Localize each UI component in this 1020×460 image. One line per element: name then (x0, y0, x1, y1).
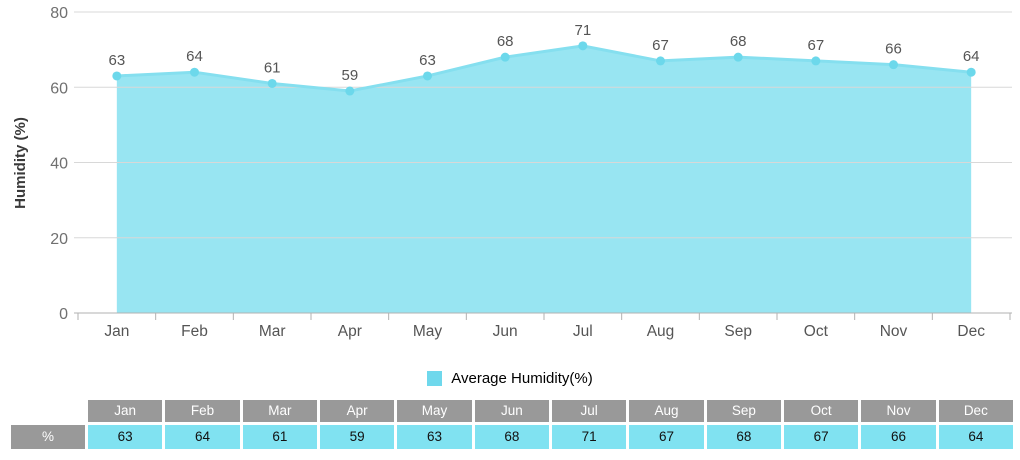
chart-point (578, 41, 588, 51)
y-axis-tick-label: 40 (50, 156, 68, 173)
table-value-cell: 67 (784, 425, 859, 449)
chart-point-label: 67 (807, 37, 824, 54)
table-header-cell: May (397, 400, 472, 422)
x-axis-label: Sep (724, 323, 752, 340)
y-axis-title: Humidity (%) (12, 117, 29, 209)
table-header-cell: Nov (861, 400, 936, 422)
x-axis-label: Jun (493, 323, 518, 340)
chart-point (656, 56, 665, 66)
table-value-cell: 71 (552, 425, 627, 449)
x-axis-label: Nov (880, 323, 908, 340)
chart-legend: Average Humidity(%) (0, 370, 1020, 387)
x-axis-label: Feb (181, 323, 208, 340)
chart-point-label: 63 (419, 52, 436, 69)
x-axis-label: Dec (957, 323, 985, 340)
chart-point (112, 71, 122, 81)
x-axis-label: Jul (573, 323, 593, 340)
chart-point-label: 67 (652, 37, 669, 54)
humidity-data-table: Jan Feb Mar Apr May Jun Jul Aug Sep Oct Nov Dec% 63 6… (11, 400, 1013, 449)
table-value-cell: 64 (938, 425, 1013, 449)
table-value-cell: 59 (320, 425, 395, 449)
chart-point-label: 68 (730, 33, 747, 50)
chart-point (500, 52, 510, 62)
x-axis-label: Apr (338, 323, 362, 340)
x-axis-label: Jan (104, 323, 129, 340)
chart-point (966, 67, 976, 77)
table-row-header-cell: % (11, 425, 85, 449)
table-value-cell: 63 (397, 425, 472, 449)
x-axis-label: Oct (804, 323, 829, 340)
table-corner-cell (11, 400, 85, 422)
chart-point-label: 59 (341, 67, 358, 84)
x-axis-label: Mar (259, 323, 286, 340)
table-header-cell: Dec (938, 400, 1013, 422)
legend-label: Average Humidity(%) (451, 370, 593, 387)
chart-point (190, 67, 199, 77)
chart-point (345, 86, 355, 96)
table-header-cell: Mar (242, 400, 317, 422)
table-value-cell: 68 (474, 425, 549, 449)
table-header-cell: Apr (320, 400, 395, 422)
table-header-cell: Jan (88, 400, 163, 422)
humidity-area-chart: 0 20 40 60 80 63 64 61 59 63 68 71 67 68 67 66 64 Jan Feb M… (12, 5, 1012, 340)
table-header-cell: Feb (165, 400, 240, 422)
chart-point (889, 60, 898, 70)
chart-point-label: 64 (186, 48, 203, 65)
table-value-cell: 67 (629, 425, 704, 449)
chart-point-label: 61 (264, 59, 281, 76)
x-axis-label: May (413, 323, 443, 340)
table-value-cell: 68 (706, 425, 781, 449)
chart-point (423, 71, 432, 81)
chart-point (267, 78, 277, 88)
chart-point-label: 68 (497, 33, 514, 50)
table-header-cell: Aug (629, 400, 704, 422)
table-header-cell: Sep (706, 400, 781, 422)
chart-point (811, 56, 821, 66)
y-axis-tick-label: 80 (50, 5, 68, 22)
legend-swatch-icon (427, 371, 443, 386)
chart-point-label: 63 (108, 52, 125, 69)
y-axis-tick-label: 0 (59, 306, 68, 323)
table-value-cell: 61 (242, 425, 317, 449)
table-value-cell: 63 (88, 425, 163, 449)
table-value-cell: 66 (861, 425, 936, 449)
y-axis-tick-label: 20 (50, 231, 68, 248)
chart-point-label: 66 (885, 41, 902, 58)
chart-line (116, 44, 972, 93)
chart-point (733, 52, 743, 62)
table-header-cell: Jun (474, 400, 549, 422)
chart-point-label: 64 (963, 48, 980, 65)
table-value-cell: 64 (165, 425, 240, 449)
chart-area (116, 45, 972, 314)
chart-point-label: 71 (574, 22, 591, 39)
table-header-cell: Oct (784, 400, 859, 422)
table-header-cell: Jul (552, 400, 627, 422)
x-axis-label: Aug (647, 323, 675, 340)
y-axis-tick-label: 60 (50, 80, 68, 97)
